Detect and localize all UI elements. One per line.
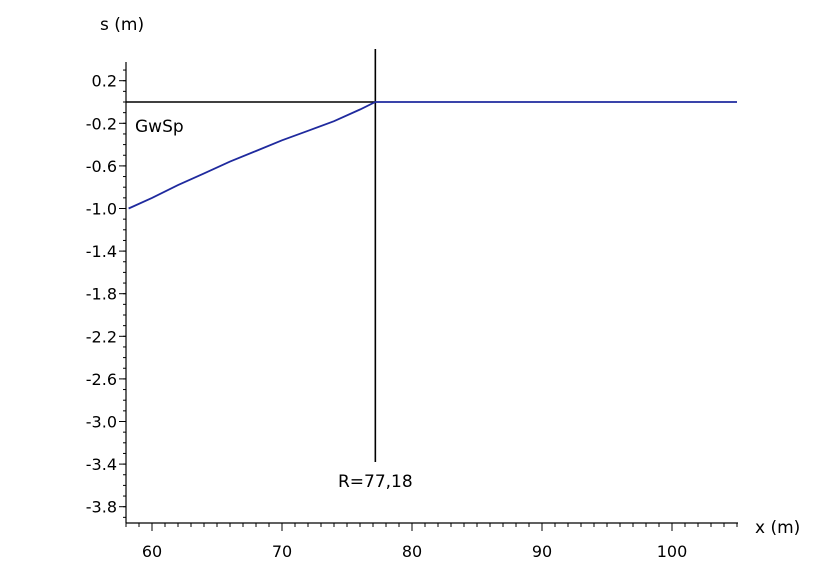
radius-label: R=77,18	[338, 472, 413, 492]
reference-lines	[126, 49, 377, 462]
x-tick-label: 70	[272, 542, 292, 561]
x-tick-label: 80	[402, 542, 422, 561]
y-tick-label: -0.6	[86, 157, 117, 176]
labels-group: s (m) x (m) GwSp R=77,18	[100, 15, 800, 538]
y-tick-label: -3.8	[86, 498, 117, 517]
x-tick-label: 100	[657, 542, 688, 561]
series-group	[128, 101, 737, 210]
y-tick-label: -2.2	[86, 327, 117, 346]
y-tick-label: -3.0	[86, 413, 117, 432]
drawdown-curve	[128, 101, 737, 210]
axes-group: 0.2 -0.2 -0.6 -1.0 -1.4 -1.8 -2.2 -2.6 -3.0 -3.4 -…	[86, 62, 738, 561]
x-tick-label: 60	[142, 542, 162, 561]
y-axis-title: s (m)	[100, 15, 144, 35]
gwsp-label: GwSp	[135, 117, 184, 137]
y-tick-label: -1.0	[86, 200, 117, 219]
y-tick-label: -1.4	[86, 242, 117, 261]
x-tick-label: 90	[532, 542, 552, 561]
y-tick-label: 0.2	[92, 72, 117, 91]
y-tick-label: -1.8	[86, 285, 117, 304]
x-axis-title: x (m)	[755, 518, 800, 538]
y-tick-label: -2.6	[86, 370, 117, 389]
y-tick-label: -0.2	[86, 114, 117, 133]
y-tick-label: -3.4	[86, 455, 117, 474]
